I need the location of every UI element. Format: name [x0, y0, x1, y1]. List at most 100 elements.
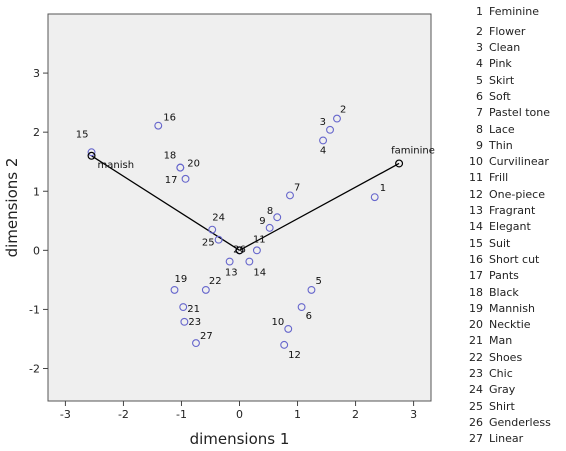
- y-tick-label: 1: [33, 185, 40, 198]
- legend-item-9: 9 Thin: [469, 138, 551, 154]
- legend-number: 18: [469, 285, 483, 299]
- legend-item-20: 20 Necktie: [469, 317, 551, 333]
- legend-text: Linear: [489, 432, 524, 446]
- x-tick-label: 0: [236, 408, 243, 421]
- ref-label-manish: manish: [98, 160, 135, 171]
- point-label-18: 18: [164, 151, 177, 162]
- legend-text: Thin: [489, 138, 513, 152]
- y-tick-label: -1: [29, 303, 40, 316]
- legend-number: 12: [469, 187, 483, 201]
- point-label-1: 1: [380, 183, 386, 194]
- legend-item-26: 26 Genderless: [469, 415, 551, 431]
- point-19: [170, 285, 179, 294]
- legend-item-23: 23 Chic: [469, 366, 551, 382]
- legend-item-6: 6 Soft: [469, 89, 551, 105]
- legend-number: 20: [469, 318, 483, 332]
- legend-text: Feminine: [489, 5, 540, 18]
- legend-item-17: 17 Pants: [469, 268, 551, 284]
- point-27: [192, 339, 200, 348]
- legend-number: 17: [469, 269, 483, 283]
- y-axis-label: dimensions 2: [3, 158, 21, 258]
- x-tick-label: -1: [176, 408, 187, 421]
- legend-number: 22: [469, 350, 483, 364]
- legend-number: 27: [469, 432, 483, 446]
- legend-item-4: 4 Pink: [469, 56, 551, 72]
- point-14: [245, 257, 254, 266]
- point-label-4: 4: [320, 145, 326, 156]
- legend-item-7: 7 Pastel tone: [469, 105, 551, 121]
- legend-number: 13: [469, 204, 483, 218]
- point-label-7: 7: [294, 182, 300, 193]
- ref-label-faminine: faminine: [391, 145, 435, 156]
- legend-number: 6: [476, 89, 483, 103]
- legend-item-25: 25 Shirt: [469, 399, 551, 415]
- vector-line-faminine: [239, 162, 400, 251]
- point-8: [273, 213, 282, 222]
- point-2: [333, 114, 341, 123]
- legend-number: 10: [469, 155, 483, 169]
- legend-text: Clean: [489, 41, 521, 55]
- point-1: [370, 193, 379, 202]
- point-6: [297, 303, 306, 312]
- legend-number: 15: [469, 236, 483, 250]
- legend-item-21: 21 Man: [469, 333, 551, 349]
- legend-text: Flower: [489, 24, 526, 38]
- reference-points: manish faminine: [87, 145, 435, 255]
- legend-text: Mannish: [489, 301, 535, 315]
- point-22: [201, 285, 210, 294]
- point-label-24: 24: [212, 213, 225, 224]
- point-label-22: 22: [209, 276, 222, 287]
- legend-text: Curvilinear: [489, 155, 549, 169]
- ref-point-manish: [87, 151, 96, 160]
- legend-item-19: 19 Mannish: [469, 301, 551, 317]
- x-tick-label: -2: [118, 408, 129, 421]
- legend-text: Pants: [489, 269, 519, 283]
- point-label-20: 20: [187, 159, 200, 170]
- legend-text: Pastel tone: [489, 106, 551, 120]
- legend-number: 5: [476, 73, 483, 87]
- point-12: [280, 340, 289, 349]
- point-label-2: 2: [340, 105, 346, 116]
- point-label-19: 19: [175, 274, 188, 285]
- legend-text: Gray: [489, 383, 516, 397]
- point-10: [284, 324, 293, 333]
- legend-number: 25: [469, 399, 483, 413]
- legend-text: Short cut: [489, 252, 540, 266]
- point-7: [286, 191, 294, 200]
- legend-text: Man: [489, 334, 513, 348]
- legend-number: 9: [476, 138, 483, 152]
- legend-number: 21: [469, 334, 483, 348]
- point-label-10: 10: [272, 317, 285, 328]
- point-label-21: 21: [187, 304, 200, 315]
- legend-text: Necktie: [489, 318, 531, 332]
- legend-text: Pink: [489, 57, 512, 71]
- point-label-8: 8: [267, 206, 273, 217]
- point-label-11: 11: [253, 234, 266, 245]
- legend-number: 19: [469, 301, 483, 315]
- point-9: [265, 223, 274, 232]
- x-tick-label: 3: [410, 408, 417, 421]
- point-label-12: 12: [288, 350, 301, 361]
- legend: 1 Feminine 2 Flower 3 Clean 4 Pink 5 Skirt 6 Soft 7 P…: [469, 4, 551, 448]
- x-tick-label: 1: [294, 408, 301, 421]
- legend-text: One-piece: [489, 187, 545, 201]
- legend-number: 1: [476, 5, 483, 18]
- legend-number: 16: [469, 252, 483, 266]
- y-tick-label: 3: [33, 67, 40, 80]
- x-axis-label: dimensions 1: [190, 430, 290, 448]
- ref-point-faminine: [395, 159, 404, 168]
- legend-number: 2: [476, 24, 483, 38]
- legend-number: 24: [469, 383, 483, 397]
- y-tick-label: -2: [29, 363, 40, 376]
- legend-item-18: 18 Black: [469, 285, 551, 301]
- legend-text: Elegant: [489, 220, 531, 234]
- legend-number: 8: [476, 122, 483, 136]
- legend-text: Genderless: [489, 415, 551, 429]
- point-11: [252, 246, 261, 255]
- legend-item-3: 3 Clean: [469, 40, 551, 56]
- point-label-26: 26: [233, 244, 246, 255]
- point-17: [181, 174, 190, 183]
- point-label-23: 23: [188, 317, 201, 328]
